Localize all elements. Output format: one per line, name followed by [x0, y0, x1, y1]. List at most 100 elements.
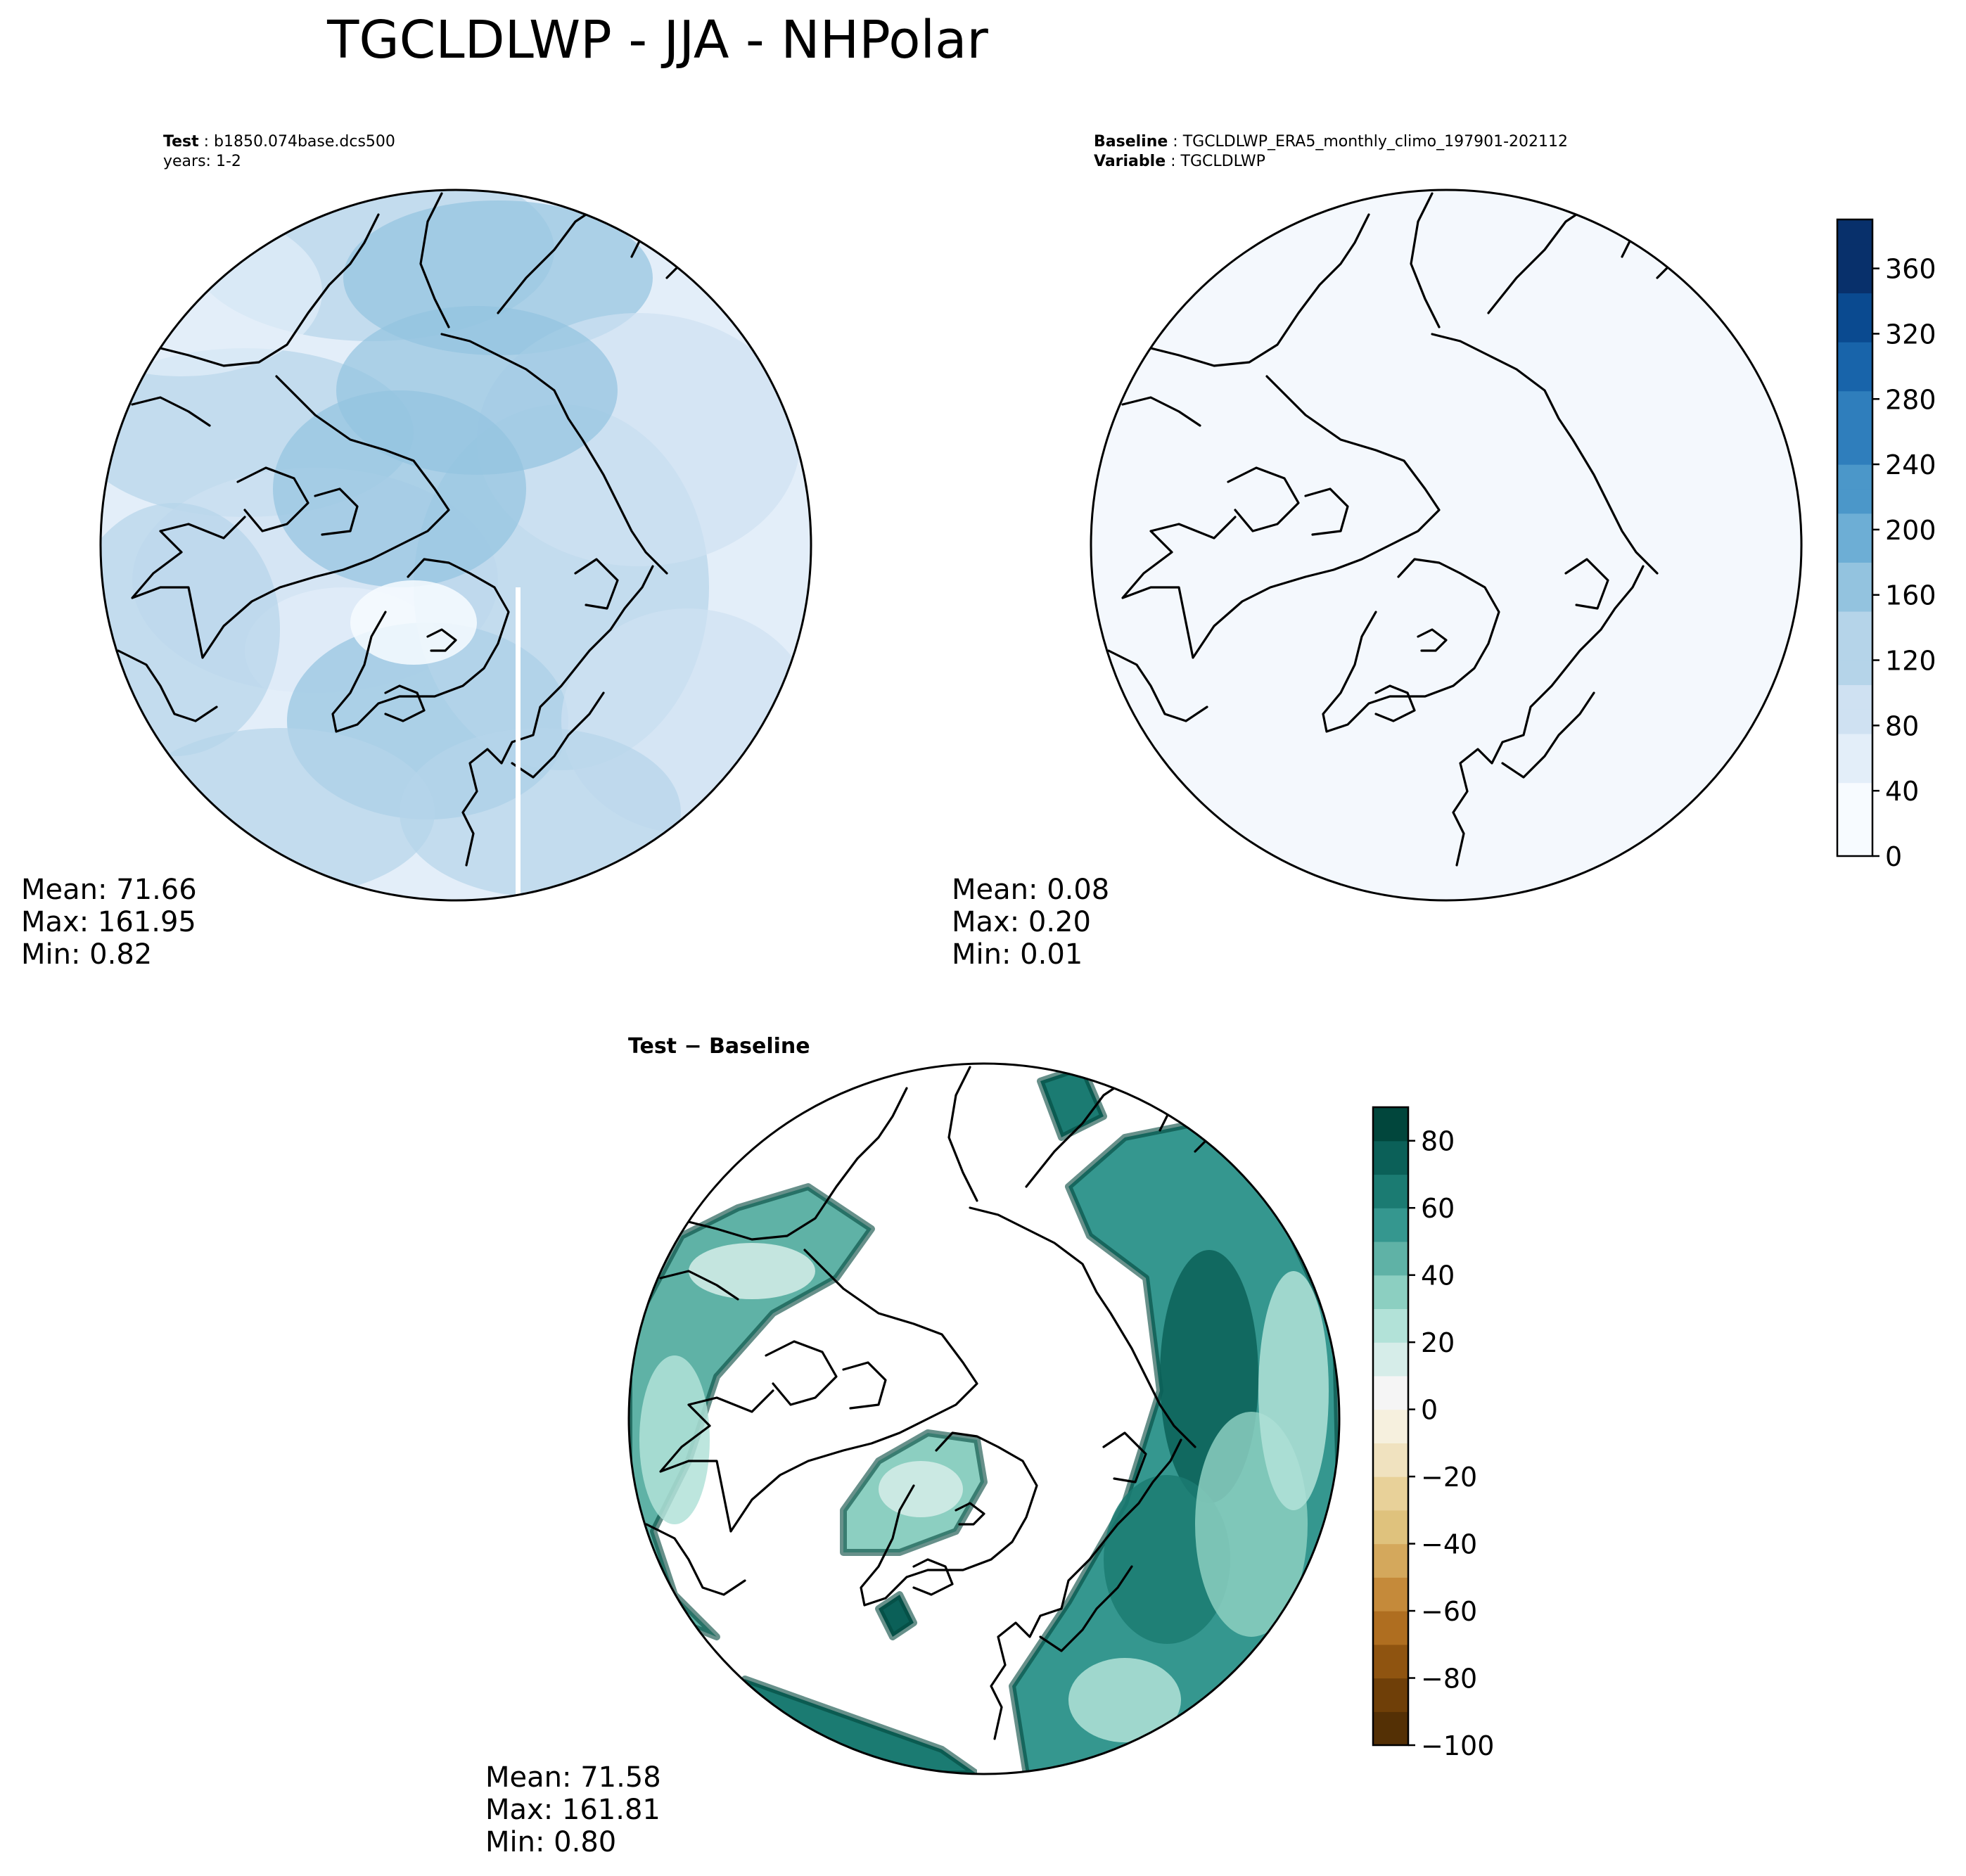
coastline-segment: [1431, 333, 1659, 575]
coastline-segment: [426, 628, 457, 652]
blues-colorbar-tick-label: 200: [1885, 515, 1936, 546]
coastline-segment: [331, 558, 510, 733]
blues-colorbar-tick-label: 240: [1885, 449, 1936, 480]
baseline-stat-mean: Mean: 0.08: [952, 874, 1109, 906]
coastline-segment: [1322, 558, 1500, 733]
brbg-colorbar-segment: [1373, 1476, 1408, 1511]
test-stats: Mean: 71.66 Max: 161.95 Min: 0.82: [21, 874, 197, 971]
brbg-colorbar-segment: [1373, 1510, 1408, 1545]
test-field-patch: [101, 208, 322, 376]
blues-colorbar-tick-label: 0: [1885, 841, 1902, 872]
coastline-segment: [131, 375, 450, 659]
brbg-colorbar-segment: [1373, 1711, 1408, 1746]
blues-colorbar-frame: [1836, 218, 1874, 857]
coastline-segment: [419, 192, 450, 328]
blues-colorbar-tick-label: 40: [1885, 776, 1919, 807]
brbg-colorbar-segment: [1373, 1342, 1408, 1377]
difference-header: Test − Baseline: [628, 1034, 810, 1059]
test-field-patch: [273, 390, 526, 587]
coastline-segment: [912, 1558, 954, 1596]
coastline-segment: [990, 1438, 1182, 1740]
brbg-colorbar-segment: [1373, 1443, 1408, 1477]
brbg-colorbar-tick-label: 60: [1421, 1193, 1455, 1224]
blues-colorbar-segment: [1837, 562, 1872, 587]
difference-stat-mean: Mean: 71.58: [485, 1761, 661, 1794]
blues-colorbar-segment: [1837, 268, 1872, 294]
brbg-colorbar-tick-label: −100: [1421, 1730, 1494, 1761]
baseline-coastlines: [1107, 192, 1715, 867]
test-field-patch: [125, 728, 435, 897]
difference-field-patch: [879, 1461, 963, 1517]
blues-colorbar-segment: [1837, 243, 1872, 269]
difference-stat-min: Min: 0.80: [485, 1826, 616, 1858]
brbg-colorbar-segment: [1373, 1174, 1408, 1208]
baseline-panel: Baseline : TGCLDLWP_ERA5_monthly_climo_1…: [952, 133, 1936, 971]
brbg-colorbar-segment: [1373, 1241, 1408, 1276]
blues-colorbar-segment: [1837, 782, 1872, 808]
test-coastlines: [117, 192, 725, 867]
coastline-segment: [1501, 691, 1595, 779]
test-field-patch: [400, 728, 681, 897]
test-panel: Test : b1850.074base.dcs500 years: 1-2 M…: [21, 133, 812, 971]
coastline-segment: [955, 1502, 985, 1526]
brbg-colorbar-segment: [1373, 1208, 1408, 1242]
brbg-colorbar: 80 60 40 20 0 −20 −40 −60 −80 −100: [1372, 1106, 1494, 1761]
brbg-colorbar-segment: [1373, 1644, 1408, 1679]
test-stat-mean: Mean: 71.66: [21, 874, 197, 906]
coastline-segment: [1107, 649, 1208, 722]
blues-colorbar-segment: [1837, 807, 1872, 832]
difference-map-boundary: [627, 1062, 1341, 1775]
test-map-boundary: [99, 189, 812, 902]
difference-field-patch: [1258, 1271, 1329, 1510]
figure-title: TGCLDLWP - JJA - NHPolar: [326, 10, 988, 70]
coastline-segment: [461, 565, 654, 867]
brbg-colorbar-tick-label: 20: [1421, 1327, 1455, 1358]
blues-colorbar-segment: [1837, 464, 1872, 490]
baseline-header-line-2: Variable : TGCLDLWP: [1094, 153, 1265, 170]
coastline-segment: [969, 1206, 1196, 1448]
brbg-colorbar-segment: [1373, 1543, 1408, 1578]
coastline-segment: [645, 1523, 746, 1596]
difference-field-patch: [689, 1243, 815, 1299]
coastline-segment: [1452, 565, 1645, 867]
difference-panel: Test − Baseline Mean: 71.58 Max: 161.81 …: [485, 1034, 1494, 1858]
baseline-header-line-1: Baseline : TGCLDLWP_ERA5_monthly_climo_1…: [1094, 133, 1568, 151]
baseline-stat-max: Max: 0.20: [952, 906, 1091, 938]
blues-colorbar-segment: [1837, 293, 1872, 318]
blues-colorbar-tick-label: 360: [1885, 254, 1936, 285]
blues-colorbar-segment: [1837, 831, 1872, 857]
difference-coastlines: [645, 1066, 1253, 1740]
blues-colorbar-segment: [1837, 684, 1872, 710]
coastline-segment: [1487, 206, 1588, 314]
difference-field-patch: [875, 1591, 917, 1640]
coastline-segment: [511, 691, 605, 779]
brbg-colorbar-segment: [1373, 1140, 1408, 1175]
coastline-segment: [117, 649, 218, 722]
brbg-colorbar-segment: [1373, 1611, 1408, 1645]
coastline-segment: [1564, 558, 1609, 610]
brbg-colorbar-segment: [1373, 1308, 1408, 1343]
blues-colorbar-segment: [1837, 488, 1872, 514]
coastline-segment: [1656, 227, 1715, 279]
blues-colorbar-segment: [1837, 513, 1872, 539]
coastline-segment: [1304, 487, 1349, 536]
blues-colorbar-segment: [1837, 587, 1872, 612]
test-stat-max: Max: 161.95: [21, 906, 196, 938]
brbg-colorbar-tick-label: −40: [1421, 1529, 1477, 1560]
test-header-line-1: Test : b1850.074base.dcs500: [163, 133, 395, 151]
blues-colorbar-segment: [1837, 611, 1872, 637]
test-header-line-2: years: 1-2: [163, 153, 241, 170]
blues-colorbar-segment: [1837, 537, 1872, 563]
coastline-segment: [574, 558, 619, 610]
blues-colorbar-segment: [1837, 219, 1872, 245]
blues-colorbar-tick-label: 160: [1885, 580, 1936, 611]
coastline-segment: [659, 1270, 739, 1301]
blues-colorbar-tick-label: 280: [1885, 384, 1936, 415]
baseline-map-background: [1091, 190, 1801, 900]
blues-colorbar-segment: [1837, 758, 1872, 784]
coastline-segment: [1417, 628, 1448, 652]
coastline-segment: [1374, 684, 1416, 722]
brbg-colorbar-tick-label: −20: [1421, 1462, 1477, 1493]
brbg-colorbar-tick-label: 80: [1421, 1126, 1455, 1157]
coastline-segment: [842, 1361, 887, 1410]
